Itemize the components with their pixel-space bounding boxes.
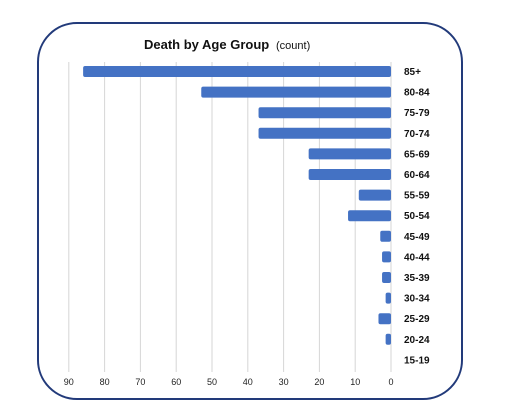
category-label: 70-74: [404, 129, 430, 140]
x-tick-label: 50: [207, 377, 217, 387]
category-label: 35-39: [404, 273, 430, 284]
bar-20-24: [385, 333, 391, 345]
bar-60-64: [308, 169, 391, 180]
bar-35-39: [382, 272, 391, 283]
bar-85+: [83, 66, 392, 77]
category-label: 50-54: [404, 211, 430, 222]
x-tick-label: 20: [314, 377, 324, 387]
bar-30-34: [385, 292, 391, 304]
bars: [83, 66, 392, 345]
bar-80-84: [201, 86, 391, 98]
x-tick-label: 10: [350, 377, 360, 387]
chart-frame: [37, 22, 463, 400]
category-labels: 85+ 80-84 75-79 70-74 65-69 60-64 55-59 50-54 45…: [404, 67, 430, 366]
category-label: 60-64: [404, 170, 430, 181]
chart-title-text: Death by Age Group: [144, 37, 269, 52]
category-label: 15-19: [404, 355, 430, 366]
category-label: 75-79: [404, 108, 430, 119]
bar-55-59: [358, 189, 391, 201]
x-tick-label: 0: [388, 377, 393, 387]
chart-title: Death by Age Group (count): [144, 37, 310, 52]
bar-75-79: [258, 107, 391, 119]
x-tick-labels: 90 80 70 60 50 40 30 20 10 0: [64, 377, 394, 387]
category-label: 55-59: [404, 191, 430, 202]
x-tick-label: 40: [243, 377, 253, 387]
category-label: 65-69: [404, 149, 430, 160]
bar-25-29: [378, 313, 391, 325]
category-label: 45-49: [404, 232, 430, 243]
x-tick-label: 70: [135, 377, 145, 387]
bar-50-54: [348, 210, 391, 222]
bar-65-69: [308, 148, 391, 160]
x-tick-label: 30: [279, 377, 289, 387]
x-tick-label: 90: [64, 377, 74, 387]
category-label: 20-24: [404, 335, 430, 346]
category-label: 25-29: [404, 314, 430, 325]
bar-70-74: [258, 127, 391, 139]
x-tick-label: 60: [171, 377, 181, 387]
category-label: 40-44: [404, 252, 430, 263]
category-label: 80-84: [404, 88, 430, 99]
chart-title-unit: (count): [276, 40, 310, 52]
bar-40-44: [382, 251, 391, 263]
x-tick-label: 80: [100, 377, 110, 387]
category-label: 85+: [404, 67, 421, 78]
category-label: 30-34: [404, 294, 430, 305]
bar-45-49: [380, 230, 391, 242]
